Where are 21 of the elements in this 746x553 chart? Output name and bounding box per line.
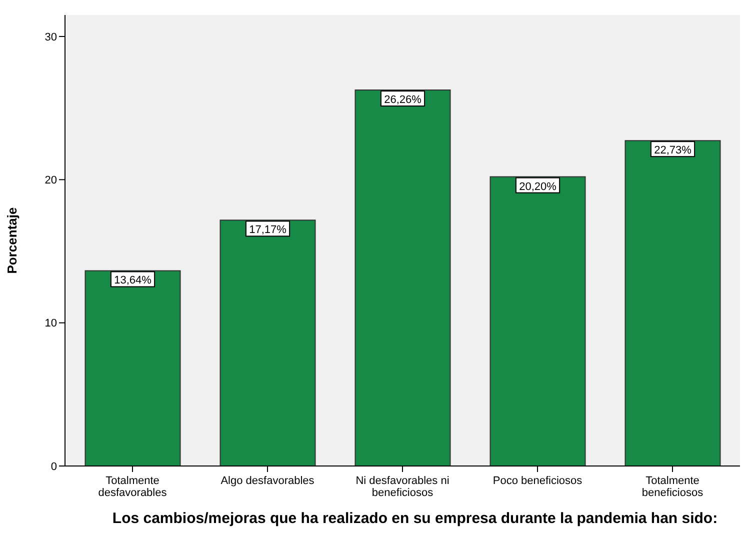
bar <box>354 90 451 466</box>
x-tick-label: Algo desfavorables <box>220 475 315 487</box>
data-label: 22,73% <box>654 144 692 157</box>
bar <box>490 176 586 466</box>
x-tick-label: Totalmente beneficiosos <box>642 475 704 499</box>
x-tick-label: Ni desfavorables ni beneficiosos <box>356 475 450 499</box>
bar <box>220 220 316 466</box>
y-tick-label: 10 <box>44 318 57 330</box>
x-axis-title: Los cambios/mejoras que ha realizado en su empresa durante la pandemia han sido: <box>111 510 719 527</box>
y-tick-label: 20 <box>44 174 57 187</box>
bar <box>624 140 721 466</box>
data-label: 13,64% <box>114 274 152 287</box>
bar <box>84 270 181 466</box>
data-label: 17,17% <box>249 224 287 236</box>
data-label: 26,26% <box>384 94 422 106</box>
x-tick-label: Totalmente desfavorables <box>98 475 168 499</box>
y-tick-label: 0 <box>50 460 57 473</box>
y-axis-title: Porcentaje <box>4 207 20 274</box>
y-tick-label: 30 <box>44 31 57 44</box>
data-label: 20,20% <box>519 180 557 193</box>
x-tick-label: Poco beneficiosos <box>492 475 583 487</box>
